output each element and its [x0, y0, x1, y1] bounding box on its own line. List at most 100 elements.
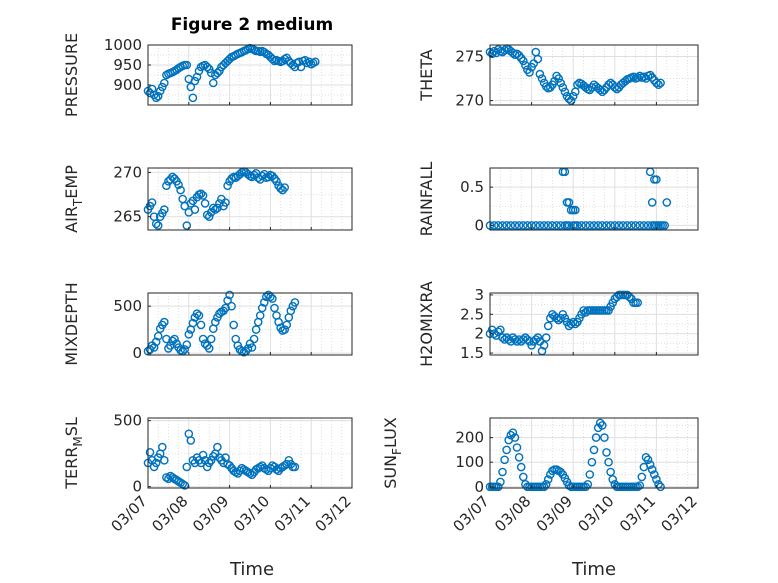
data-point: [604, 457, 613, 467]
data-point: [531, 221, 541, 230]
data-point: [652, 175, 661, 184]
data-point: [589, 445, 599, 455]
data-point: [151, 93, 161, 103]
axes-frame: [489, 292, 699, 356]
data-point: [206, 334, 216, 344]
data-point: [510, 433, 520, 442]
data-point: [514, 452, 524, 462]
data-point: [210, 205, 220, 214]
data-point: [500, 455, 509, 465]
data-point: [290, 298, 300, 307]
data-point: [537, 74, 547, 83]
data-point: [498, 467, 507, 477]
data-point: [151, 337, 161, 347]
data-point: [581, 221, 591, 230]
data-point: [510, 221, 520, 230]
y-axis-label-sun-flux: SUNFLUX: [381, 417, 404, 489]
data-point: [192, 309, 202, 319]
axes-frame: [489, 44, 699, 106]
data-point: [581, 482, 591, 492]
data-point: [535, 69, 545, 79]
axes-frame: [147, 44, 353, 106]
data-point: [525, 68, 534, 77]
data-point: [502, 221, 511, 230]
subplot-air-temp: 265 270 AIRTEMP: [62, 163, 353, 233]
y-axis-label-terr-msl: TERRMSL: [62, 417, 85, 490]
data-point: [519, 472, 528, 482]
data-point: [280, 325, 290, 334]
data-point: [591, 433, 601, 442]
data-point: [543, 221, 553, 230]
data-point: [274, 317, 283, 327]
data-point: [170, 334, 179, 344]
subplot-theta: 270 275 THETA: [417, 44, 699, 110]
data-point: [182, 60, 192, 70]
data-point: [496, 325, 505, 335]
data-point: [188, 318, 198, 328]
axes-frame: [489, 417, 699, 489]
data-point: [280, 183, 290, 192]
data-point: [600, 85, 609, 95]
data-point: [652, 78, 661, 88]
data-point: [589, 221, 599, 230]
data-point: [213, 68, 222, 78]
data-point: [223, 296, 232, 305]
data-point: [174, 180, 183, 190]
data-point: [225, 290, 234, 300]
data-point: [151, 458, 161, 468]
data-point: [560, 87, 570, 97]
x-tick-label: 03/08: [148, 492, 191, 535]
data-point: [519, 56, 528, 66]
data-point: [533, 54, 543, 64]
data-point: [153, 91, 163, 101]
data-point: [153, 331, 163, 341]
data-point: [278, 185, 287, 195]
data-point: [259, 298, 269, 307]
subplot-rainfall: 0 0.5 RAINFALL: [417, 162, 699, 236]
data-point: [548, 221, 557, 230]
data-point: [566, 96, 576, 105]
data-point: [200, 199, 210, 208]
y-tick-label: 270: [113, 163, 142, 181]
data-point: [614, 221, 624, 230]
data-point: [204, 64, 214, 74]
data-point: [268, 294, 277, 303]
x-tick-label: 03/11: [271, 492, 314, 535]
data-point: [602, 221, 611, 230]
data-point: [280, 461, 290, 470]
x-tick-label: 03/12: [658, 492, 701, 535]
axes-frame: [147, 292, 353, 356]
data-point: [606, 467, 615, 477]
data-point: [571, 319, 580, 329]
data-point: [489, 46, 499, 56]
data-point: [633, 298, 643, 308]
data-point: [543, 321, 553, 331]
data-point: [162, 181, 171, 190]
y-tick-label: 0: [132, 478, 142, 496]
data-point: [204, 212, 214, 221]
x-tick-label: 03/07: [450, 492, 493, 535]
y-tick-label: 1.5: [460, 344, 484, 362]
data-point: [159, 205, 169, 214]
data-point: [539, 482, 549, 492]
data-point: [223, 181, 232, 190]
data-point: [635, 481, 645, 490]
data-point: [558, 83, 568, 92]
data-point: [635, 221, 645, 230]
data-point: [539, 221, 549, 230]
y-tick-label: 0: [132, 344, 142, 362]
data-point: [623, 221, 632, 230]
subplot-h2omixra: 1.52 2.53 H2OMIXRA: [417, 281, 699, 367]
data-point: [194, 66, 204, 76]
data-point: [194, 311, 204, 320]
data-point: [506, 430, 516, 440]
y-tick-label: 275: [455, 47, 484, 65]
data-point: [196, 320, 206, 330]
data-point: [556, 467, 566, 477]
data-point: [577, 221, 586, 230]
data-point: [595, 418, 605, 428]
data-point: [631, 221, 640, 230]
x-axis-label-right: Time: [571, 559, 616, 580]
